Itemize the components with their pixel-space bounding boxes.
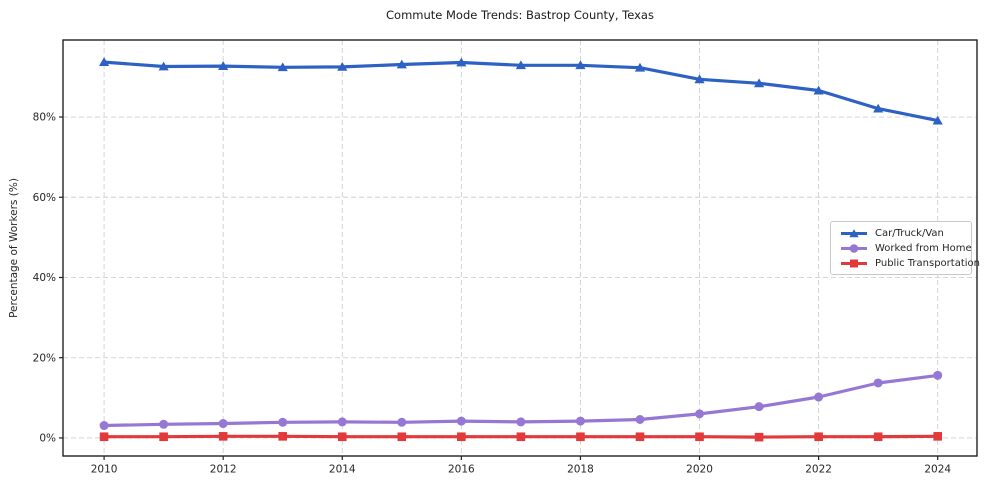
marker-worked-from-home [814,392,824,402]
x-tick-label: 2014 [329,464,356,476]
marker-car-truck-van [515,60,526,70]
marker-worked-from-home [516,417,526,427]
marker-car-truck-van [813,85,824,95]
marker-public-transportation [99,432,109,442]
x-tick-label: 2018 [567,464,594,476]
marker-worked-from-home [695,409,705,419]
marker-public-transportation [873,432,883,442]
marker-public-transportation [337,432,347,442]
marker-public-transportation [218,432,228,441]
marker-worked-from-home [635,414,645,424]
y-tick-label: 40% [33,272,56,284]
marker-car-truck-van [277,62,288,72]
legend-item-public-transportation: Public Transportation [840,258,980,269]
marker-worked-from-home [278,417,288,427]
legend-marker-circle-icon [841,244,867,253]
marker-worked-from-home [456,416,466,426]
marker-worked-from-home [933,370,943,380]
legend: Car/Truck/Van Worked from Home Public Tran… [830,221,980,275]
legend-item-worked-from-home: Worked from Home [840,243,972,254]
marker-worked-from-home [873,378,883,388]
legend-marker-triangle-icon [841,229,867,238]
marker-public-transportation [159,432,168,442]
marker-car-truck-van [98,57,110,66]
y-tick-label: 80% [33,112,56,124]
marker-car-truck-van [634,62,646,72]
marker-worked-from-home [754,402,764,412]
marker-worked-from-home [218,419,228,429]
marker-worked-from-home [575,416,585,426]
x-tick-label: 2016 [448,464,475,476]
x-tick-label: 2022 [805,464,832,476]
marker-public-transportation [635,432,645,442]
marker-public-transportation [397,432,407,442]
x-tick-label: 2010 [91,464,118,476]
marker-public-transportation [695,432,704,442]
x-tick-label: 2020 [686,464,713,476]
marker-public-transportation [814,432,823,442]
marker-public-transportation [516,432,526,442]
marker-car-truck-van [456,57,467,67]
marker-car-truck-van [396,59,407,69]
marker-worked-from-home [99,421,109,431]
marker-car-truck-van [694,74,705,84]
marker-public-transportation [576,432,585,442]
marker-public-transportation [278,432,288,441]
legend-label: Worked from Home [875,243,972,254]
legend-item-car-truck-van: Car/Truck/Van [840,228,962,239]
marker-car-truck-van [932,115,943,125]
marker-car-truck-van [158,61,169,71]
marker-car-truck-van [575,60,586,70]
legend-marker-square-icon [841,259,867,268]
marker-car-truck-van [753,78,765,88]
chart-title: Commute Mode Trends: Bastrop County, Tex… [386,8,654,22]
x-tick-label: 2024 [924,464,951,476]
marker-car-truck-van [873,103,884,113]
y-tick-label: 60% [33,192,56,204]
legend-label: Public Transportation [875,258,980,269]
legend-label: Car/Truck/Van [875,228,944,239]
plot-frame [62,39,978,457]
marker-public-transportation [933,432,943,441]
marker-public-transportation [754,432,764,442]
marker-car-truck-van [218,61,229,70]
x-tick-label: 2012 [210,464,237,476]
y-tick-label: 0% [39,433,56,445]
marker-car-truck-van [337,61,348,71]
y-tick-label: 20% [33,352,56,364]
marker-worked-from-home [397,417,407,427]
marker-worked-from-home [337,417,347,427]
marker-worked-from-home [159,419,169,429]
marker-public-transportation [457,432,466,442]
series-line-car-truck-van [102,60,940,123]
